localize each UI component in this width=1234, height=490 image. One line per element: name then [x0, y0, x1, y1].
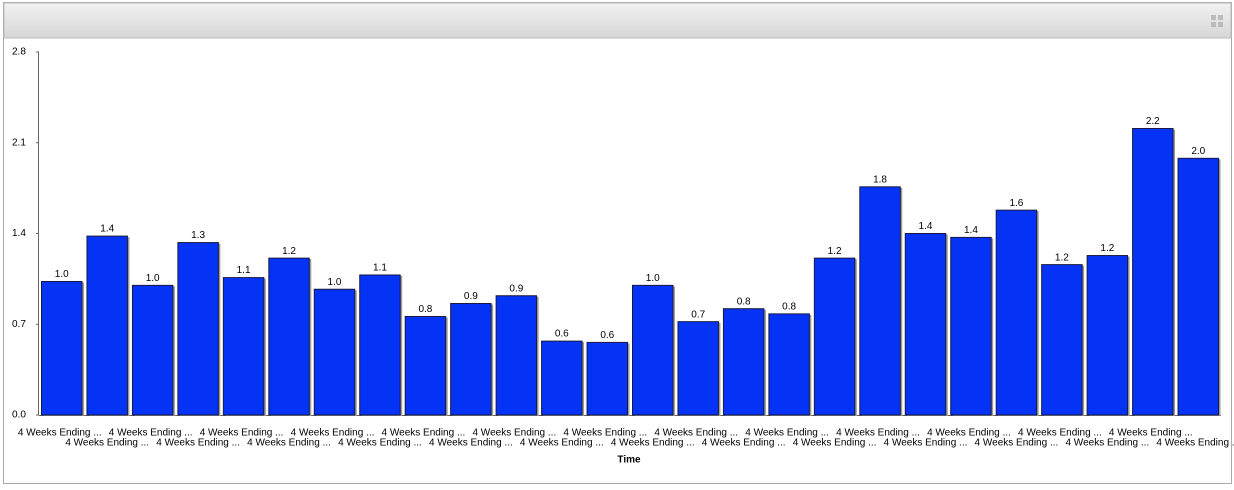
x-tick-label: 4 Weeks Ending ... — [472, 428, 556, 439]
bar — [632, 284, 674, 416]
expand-icon[interactable] — [1211, 15, 1223, 27]
value-label: 1.3 — [191, 230, 205, 241]
x-tick-label: 4 Weeks Ending ... — [520, 438, 604, 449]
bar — [1086, 255, 1129, 416]
x-tick-label: 4 Weeks Ending ... — [927, 428, 1011, 439]
value-label: 1.6 — [1009, 198, 1023, 209]
bar — [404, 315, 447, 416]
bar — [1041, 264, 1083, 416]
value-label: 2.2 — [1146, 116, 1160, 127]
bar — [950, 236, 992, 416]
y-tick-label: 2.1 — [12, 137, 26, 148]
y-tick-label: 0.0 — [12, 410, 26, 421]
x-tick-label: 4 Weeks Ending ... — [793, 438, 877, 449]
bar — [177, 242, 219, 416]
bar — [131, 284, 174, 416]
bar — [268, 257, 310, 416]
x-tick-label: 4 Weeks Ending ... — [338, 438, 422, 449]
x-tick-label: 4 Weeks Ending ... — [291, 428, 375, 439]
x-tick-label: 4 Weeks Ending ... — [109, 428, 193, 439]
value-label: 1.1 — [373, 263, 387, 274]
bar — [86, 235, 128, 416]
y-tick-label: 0.7 — [12, 319, 26, 330]
x-tick-label: 4 Weeks Ending ... — [975, 438, 1059, 449]
x-tick-label: 4 Weeks Ending ... — [1109, 428, 1193, 439]
bar — [450, 303, 492, 416]
value-label: 2.0 — [1191, 146, 1205, 157]
x-tick-label: 4 Weeks Ending ... — [200, 428, 284, 439]
value-label: 0.8 — [737, 296, 751, 307]
value-label: 1.8 — [873, 174, 887, 185]
x-tick-label: 4 Weeks Ending ... — [429, 438, 513, 449]
x-axis-title: Time — [617, 455, 641, 466]
x-tick-label: 4 Weeks Ending ... — [1018, 428, 1102, 439]
bar — [995, 209, 1038, 416]
value-label: 1.0 — [646, 273, 660, 284]
value-label: 0.6 — [600, 330, 614, 341]
bar — [586, 341, 628, 416]
value-label: 1.0 — [55, 269, 69, 280]
x-tick-label: 4 Weeks Ending ... — [18, 428, 102, 439]
value-label: 1.1 — [237, 265, 251, 276]
bar — [495, 295, 538, 416]
value-label: 0.9 — [464, 291, 478, 302]
x-tick-label: 4 Weeks Ending ... — [156, 438, 240, 449]
x-tick-label: 4 Weeks Ending ... — [65, 438, 149, 449]
bar — [722, 308, 765, 416]
value-label: 1.2 — [282, 246, 296, 257]
bar — [541, 340, 583, 416]
bar — [359, 274, 401, 416]
x-tick-label: 4 Weeks Ending ... — [654, 428, 738, 439]
bar — [313, 288, 356, 416]
value-label: 1.2 — [1100, 243, 1114, 254]
value-label: 0.6 — [555, 329, 569, 340]
y-tick-label: 1.4 — [12, 228, 26, 239]
value-label: 1.4 — [100, 224, 114, 235]
value-label: 1.2 — [828, 246, 842, 257]
bar — [813, 257, 856, 416]
y-tick-label: 2.8 — [12, 47, 26, 58]
value-label: 1.2 — [1055, 252, 1069, 263]
panel-header — [3, 2, 1232, 39]
bar — [1177, 157, 1219, 416]
x-tick-label: 4 Weeks Ending ... — [702, 438, 786, 449]
x-tick-label: 4 Weeks Ending ... — [247, 438, 331, 449]
x-tick-label: 4 Weeks Ending ... — [884, 438, 968, 449]
x-tick-label: 4 Weeks Ending ... — [1065, 438, 1149, 449]
value-label: 0.9 — [509, 283, 523, 294]
bar — [1132, 127, 1174, 416]
value-label: 1.4 — [919, 221, 933, 232]
value-label: 0.8 — [418, 304, 432, 315]
value-label: 1.0 — [146, 273, 160, 284]
value-label: 0.8 — [782, 302, 796, 313]
x-tick-label: 4 Weeks Ending ... — [563, 428, 647, 439]
x-tick-label: 4 Weeks Ending ... — [836, 428, 920, 439]
bar — [41, 280, 83, 416]
x-tick-label: 4 Weeks Ending ... — [611, 438, 695, 449]
bar — [677, 321, 719, 416]
bar — [859, 186, 901, 416]
value-label: 1.0 — [328, 277, 342, 288]
value-label: 0.7 — [691, 309, 705, 320]
x-tick-label: 4 Weeks Ending ... — [382, 428, 466, 439]
bar — [222, 277, 265, 416]
x-tick-label: 4 Weeks Ending ... — [745, 428, 829, 439]
value-label: 1.4 — [964, 225, 978, 236]
bar — [768, 313, 810, 416]
bar — [904, 233, 947, 416]
x-tick-label: 4 Weeks Ending ... — [1156, 438, 1234, 449]
